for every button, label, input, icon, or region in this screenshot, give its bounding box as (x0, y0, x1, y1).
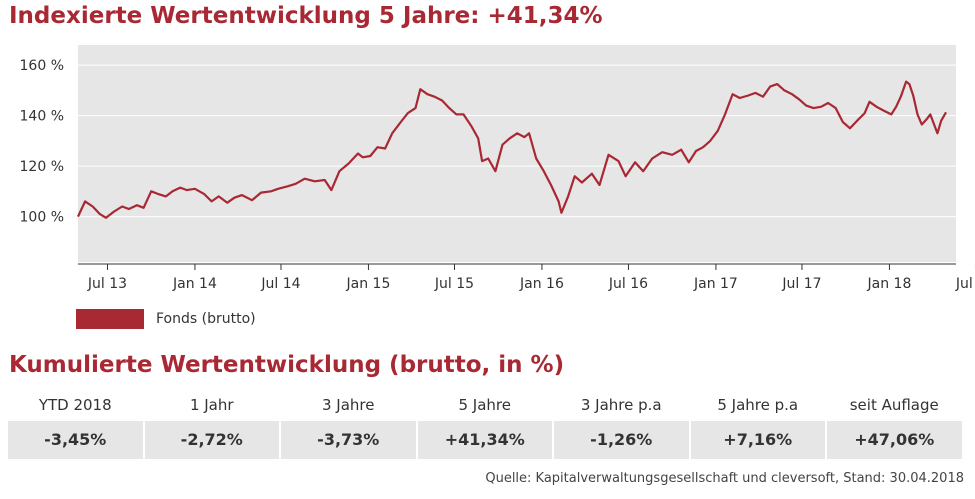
y-tick-label: 120 % (20, 159, 64, 175)
y-tick-label: 160 % (20, 58, 64, 74)
performance-column: 3 Jahre -3,73% (281, 393, 416, 459)
legend-label: Fonds (brutto) (156, 311, 256, 327)
period-value: -3,45% (8, 421, 143, 459)
plot-area (78, 45, 956, 262)
series-group (77, 80, 947, 219)
x-tick-label: Jul 13 (87, 276, 127, 292)
x-tick-label: Jul 17 (781, 276, 821, 292)
period-value: -3,73% (281, 421, 416, 459)
performance-column: seit Auflage +47,06% (827, 393, 962, 459)
chart-title: Indexierte Wertentwicklung 5 Jahre: +41,… (9, 3, 603, 29)
x-tick-label: Jan 14 (172, 276, 217, 292)
grid-lines (78, 64, 956, 218)
cumulative-performance-table: YTD 2018 -3,45% 1 Jahr -2,72% 3 Jahre -3,73% 5… (8, 393, 962, 459)
period-value: -1,26% (554, 421, 689, 459)
x-tick-label: Jul 15 (434, 276, 474, 292)
period-label: 5 Jahre p.a (717, 396, 799, 414)
series-line (77, 80, 947, 219)
period-label: seit Auflage (849, 396, 939, 414)
x-tick-label: Jul 16 (608, 276, 648, 292)
source-note: Quelle: Kapitalverwaltungsgesellschaft u… (485, 471, 964, 486)
legend: Fonds (brutto) (76, 309, 256, 329)
period-value: +41,34% (417, 421, 552, 459)
x-tick-label: Jul 18 (955, 276, 975, 292)
performance-column: 5 Jahre p.a +7,16% (690, 393, 825, 459)
period-label: YTD 2018 (38, 396, 112, 414)
x-tick-label: Jul 14 (260, 276, 300, 292)
period-value: +7,16% (690, 421, 825, 459)
y-tick-label: 140 % (20, 109, 64, 125)
x-tick-label: Jan 18 (867, 276, 912, 292)
y-tick-label: 100 % (20, 210, 64, 226)
cumulative-title: Kumulierte Wertentwicklung (brutto, in %… (9, 352, 565, 378)
y-axis: 100 % 120 % 140 % 160 % (20, 58, 64, 225)
period-label: 5 Jahre (458, 396, 512, 414)
performance-chart: 100 %120 %140 %160 % Jul 13 Jan 14 Jul 14 J… (20, 45, 975, 292)
x-tick-label: Jan 17 (693, 276, 738, 292)
period-label: 1 Jahr (189, 396, 234, 414)
legend-swatch (76, 309, 144, 329)
x-tick-label: Jan 15 (346, 276, 391, 292)
period-label: 3 Jahre p.a (580, 396, 662, 414)
x-tick-label: Jan 16 (519, 276, 564, 292)
performance-column: 3 Jahre p.a -1,26% (554, 393, 689, 459)
period-value: -2,72% (144, 421, 279, 459)
performance-column: 5 Jahre +41,34% (417, 393, 552, 459)
performance-column: 1 Jahr -2,72% (144, 393, 279, 459)
x-axis: Jul 13 Jan 14 Jul 14 Jan 15 Jul 15 Jan 16 Jul … (78, 263, 975, 292)
period-label: 3 Jahre (322, 396, 375, 414)
period-value: +47,06% (827, 421, 962, 459)
performance-column: YTD 2018 -3,45% (8, 393, 143, 459)
